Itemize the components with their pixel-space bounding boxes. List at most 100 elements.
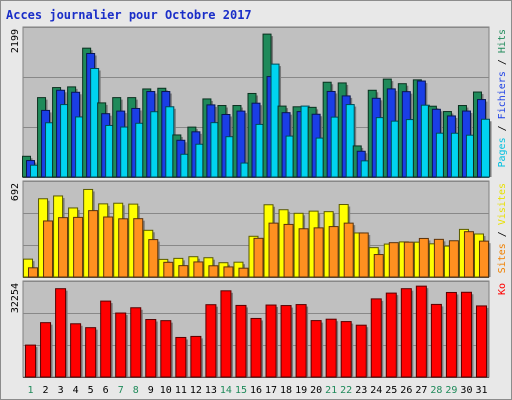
bar-sites-day-28-face — [433, 238, 444, 278]
x-tick-day-26: 26 — [400, 385, 412, 396]
bar-ko-day-10-face — [160, 320, 172, 378]
bar-ko-day-28 — [430, 303, 444, 378]
bar-sites-day-13-face — [208, 265, 219, 278]
bar-sites-day-11 — [178, 265, 190, 278]
bar-pages-day-22-face — [345, 104, 355, 178]
panels-layer: 2199 Pages / Fichiers / Hits 692 Sites / Vi… — [10, 26, 508, 378]
legend-item-0: Sites — [497, 243, 508, 273]
x-tick-day-15: 15 — [235, 385, 247, 396]
bar-sites-day-29-face — [448, 240, 459, 278]
bar-ko-day-31 — [475, 305, 489, 378]
bar-sites-day-12 — [193, 261, 205, 278]
bar-sites-day-13 — [208, 265, 220, 278]
bar-sites-day-1 — [28, 267, 40, 278]
x-tick-day-29: 29 — [445, 385, 457, 396]
bar-ko-day-19 — [295, 304, 309, 378]
bar-ko-day-4 — [70, 323, 83, 378]
bar-sites-day-4 — [73, 216, 85, 278]
bar-ko-day-6 — [100, 300, 113, 378]
bar-sites-day-21-face — [328, 226, 339, 278]
bar-sites-day-14-face — [223, 266, 234, 278]
bar-ko-day-14-face — [220, 290, 232, 378]
bar-ko-day-3 — [55, 288, 68, 378]
x-tick-day-23: 23 — [355, 385, 367, 396]
x-tick-day-8: 8 — [133, 385, 139, 396]
bar-sites-day-11-face — [178, 265, 189, 278]
x-tick-day-30: 30 — [460, 385, 472, 396]
bar-ko-day-29 — [445, 291, 459, 378]
bar-sites-day-8-face — [133, 218, 144, 278]
bar-ko-day-22-face — [340, 321, 352, 378]
bar-sites-day-31 — [478, 240, 491, 278]
bar-ko-day-25-face — [385, 292, 397, 378]
x-tick-day-25: 25 — [385, 385, 397, 396]
bar-sites-day-23-face — [358, 232, 369, 278]
bar-ko-day-18 — [280, 305, 294, 378]
bar-sites-day-5-face — [88, 210, 99, 278]
bar-sites-day-26 — [403, 241, 416, 278]
x-tick-day-17: 17 — [265, 385, 277, 396]
bar-sites-day-15-face — [238, 267, 249, 278]
bar-sites-day-25 — [388, 242, 401, 278]
panel-top-legend: Pages / Fichiers / Hits — [497, 29, 508, 168]
bar-sites-day-10 — [163, 261, 175, 278]
bar-ko-day-8-face — [130, 307, 142, 378]
bar-ko-day-19-face — [295, 304, 307, 378]
bar-sites-day-1-face — [28, 267, 39, 278]
bar-ko-day-20 — [310, 320, 324, 378]
x-tick-day-3: 3 — [58, 385, 64, 396]
bar-ko-day-28-face — [430, 303, 442, 378]
bar-ko-day-27 — [415, 285, 429, 378]
bar-sites-day-29 — [448, 240, 461, 278]
bar-pages-day-22 — [345, 104, 357, 178]
bar-sites-day-18 — [283, 223, 296, 278]
x-tick-day-20: 20 — [310, 385, 322, 396]
bar-sites-day-19-face — [298, 228, 309, 278]
panel-middle-ymax-label: 692 — [10, 183, 21, 201]
bar-ko-day-17 — [265, 304, 279, 378]
bar-sites-day-26-face — [403, 241, 414, 278]
bar-ko-day-30-face — [460, 291, 472, 378]
x-tick-day-16: 16 — [250, 385, 262, 396]
bar-sites-day-30 — [463, 231, 476, 278]
bar-sites-day-27 — [418, 237, 431, 278]
x-tick-day-7: 7 — [118, 385, 124, 396]
bar-ko-day-3-face — [55, 288, 67, 378]
bar-ko-day-4-face — [70, 323, 82, 378]
bar-ko-day-9 — [145, 319, 158, 378]
panel-bottom-legend: Ko — [497, 283, 508, 295]
bar-sites-day-9-face — [148, 239, 159, 278]
x-tick-day-24: 24 — [370, 385, 382, 396]
bar-sites-day-10-face — [163, 261, 174, 278]
x-tick-day-12: 12 — [190, 385, 202, 396]
bar-sites-day-7-face — [118, 218, 129, 278]
bar-sites-day-31-face — [478, 240, 489, 278]
bar-sites-day-4-face — [73, 216, 84, 278]
bar-ko-day-22 — [340, 321, 354, 378]
panel-bottom: 32254 Ko — [10, 280, 508, 378]
bar-ko-day-11 — [175, 336, 188, 378]
legend-item-3: / — [497, 53, 508, 71]
bar-sites-day-20 — [313, 227, 326, 278]
bar-ko-day-12 — [190, 335, 203, 378]
bar-ko-day-17-face — [265, 304, 277, 378]
bar-ko-day-13 — [205, 304, 218, 378]
bar-sites-day-20-face — [313, 227, 324, 278]
x-tick-day-6: 6 — [103, 385, 109, 396]
bar-ko-day-13-face — [205, 304, 217, 378]
bar-ko-day-9-face — [145, 319, 157, 378]
x-tick-day-11: 11 — [175, 385, 187, 396]
x-axis-labels: 1 2 3 4 5 6 7 8 9 10 11 12 13 14 15 16 17 18 19 20 21 22 23 24 2… — [28, 385, 488, 396]
bar-ko-day-16 — [250, 317, 263, 378]
panel-bottom-ymax-label: 32254 — [10, 283, 21, 313]
bar-sites-day-30-face — [463, 231, 474, 278]
bar-ko-day-8 — [130, 307, 143, 378]
bar-ko-day-10 — [160, 320, 173, 378]
x-tick-day-14: 14 — [220, 385, 232, 396]
bar-ko-day-20-face — [310, 320, 322, 378]
bar-sites-day-24-face — [373, 254, 384, 278]
bar-sites-day-2 — [43, 220, 55, 278]
bar-ko-day-24 — [370, 298, 384, 378]
x-tick-day-5: 5 — [88, 385, 94, 396]
bar-ko-day-23-face — [355, 324, 367, 378]
